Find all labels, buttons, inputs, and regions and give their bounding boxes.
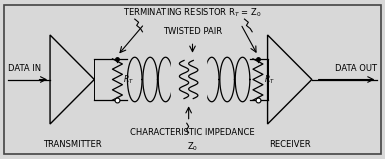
Text: $R_T$: $R_T$	[123, 73, 134, 86]
Text: RECEIVER: RECEIVER	[269, 140, 311, 149]
Text: TRANSMITTER: TRANSMITTER	[43, 140, 102, 149]
Text: Z$_0$: Z$_0$	[187, 141, 198, 153]
FancyBboxPatch shape	[4, 5, 381, 154]
Text: DATA OUT: DATA OUT	[335, 64, 377, 73]
Text: CHARACTERISTIC IMPEDANCE: CHARACTERISTIC IMPEDANCE	[130, 128, 255, 137]
Text: DATA IN: DATA IN	[8, 64, 41, 73]
Text: TWISTED PAIR: TWISTED PAIR	[163, 27, 222, 36]
Text: TERMINATING RESISTOR R$_T$ = Z$_0$: TERMINATING RESISTOR R$_T$ = Z$_0$	[123, 7, 262, 19]
Text: $R_T$: $R_T$	[264, 73, 275, 86]
